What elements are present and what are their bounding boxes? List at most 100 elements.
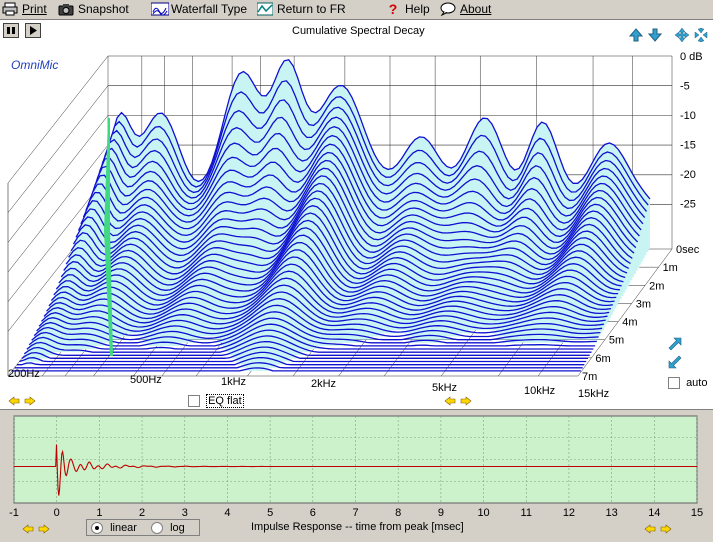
snapshot-label: Snapshot	[78, 2, 129, 16]
auto-checkbox[interactable]: auto	[668, 377, 708, 390]
expand-button[interactable]	[674, 27, 690, 43]
help-icon: ?	[388, 1, 398, 17]
impulse-tick-label: 9	[438, 507, 444, 519]
db-tick-label: -5	[680, 81, 690, 93]
decay-slice-line	[53, 263, 612, 312]
impulse-grid	[13, 416, 698, 503]
impulse-nav-left[interactable]	[22, 523, 50, 535]
return-to-fr-menu[interactable]: Return to FR	[256, 1, 346, 17]
waterfall-type-label: Waterfall Type	[171, 2, 248, 16]
time-tick-label: 6m	[595, 353, 610, 365]
time-tick-label: 3m	[636, 298, 651, 310]
db-tick-label: -25	[680, 199, 696, 211]
impulse-tick-labels: -1 0 1 2 3 4 5 6 7 8 9 10 11 12 13 14 15	[9, 507, 703, 519]
decay-slice-line	[43, 291, 604, 330]
freq-nav-right[interactable]	[444, 395, 472, 407]
left-right-arrows-icon	[22, 524, 50, 534]
impulse-caption: Impulse Response -- time from peak [msec…	[251, 521, 464, 533]
decay-slice-line	[63, 234, 619, 295]
freq-tick-label: 5kHz	[432, 382, 457, 394]
play-button[interactable]	[25, 23, 41, 38]
scroll-down-button[interactable]	[647, 28, 663, 42]
pause-icon	[7, 27, 15, 34]
impulse-tick-label: 12	[563, 507, 575, 519]
log-radio[interactable]: log	[151, 522, 185, 535]
pause-button[interactable]	[3, 23, 19, 38]
decay-slice-line	[38, 304, 601, 338]
print-menu[interactable]: Print	[2, 1, 47, 17]
waterfall-title: Cumulative Spectral Decay	[292, 25, 425, 37]
decay-slice-line	[12, 367, 581, 372]
decay-slice-line	[95, 134, 642, 231]
scroll-up-button[interactable]	[628, 28, 644, 42]
about-menu[interactable]: About	[440, 1, 491, 17]
freq-tick-label: 15kHz	[578, 388, 609, 400]
decay-slice-line	[87, 159, 637, 249]
decay-slice-fill	[39, 305, 601, 337]
left-right-arrows-icon	[444, 396, 472, 406]
impulse-tick-label: 11	[521, 507, 532, 519]
decay-slice-line	[77, 190, 630, 269]
decay-slice-line	[23, 340, 590, 356]
rotate-down-button[interactable]	[668, 355, 682, 369]
log-label: log	[170, 522, 185, 534]
impulse-tick-label: 6	[310, 507, 316, 519]
diagonal-up-arrow-icon	[668, 337, 682, 351]
log-radio-dot[interactable]	[151, 522, 163, 535]
help-menu[interactable]: ? Help	[385, 1, 430, 17]
decay-slice-line	[92, 143, 640, 237]
freq-tick-label: 500Hz	[130, 374, 162, 386]
decay-slice-line	[107, 58, 651, 200]
eq-flat-checkbox-box[interactable]	[188, 395, 200, 408]
left-wall-gridline	[7, 55, 109, 184]
impulse-nav-right[interactable]	[644, 523, 672, 535]
auto-checkbox-box[interactable]	[668, 377, 680, 390]
eq-flat-label: EQ flat	[206, 394, 244, 408]
db-tick-label: 0 dB	[680, 51, 703, 63]
waterfall-type-menu[interactable]: Waterfall Type	[150, 1, 248, 17]
impulse-tick-label: 0	[54, 507, 60, 519]
freq-tick-label: 10kHz	[524, 385, 555, 397]
decay-slice-line	[26, 335, 592, 353]
frequency-response-icon	[256, 2, 274, 16]
snapshot-menu[interactable]: Snapshot	[58, 1, 129, 17]
decay-slice-line	[19, 351, 587, 363]
decay-slice-line	[104, 80, 649, 206]
brand-label: OmniMic	[11, 58, 59, 72]
decay-slice-line	[60, 241, 617, 299]
impulse-trace	[14, 444, 697, 496]
up-arrow-icon	[628, 28, 644, 42]
return-to-fr-label: Return to FR	[277, 2, 346, 16]
rotate-up-button[interactable]	[668, 337, 682, 351]
left-wall-gridline	[7, 115, 109, 243]
about-label: About	[460, 2, 492, 16]
impulse-panel: -1 0 1 2 3 4 5 6 7 8 9 10 11 12 13 14 15 Impulse Respons…	[0, 409, 713, 542]
eq-flat-checkbox[interactable]: EQ flat	[188, 394, 244, 408]
decay-slice-line	[50, 270, 610, 316]
freq-nav-left[interactable]	[8, 395, 36, 407]
camera-icon	[58, 2, 74, 16]
decay-slice-line	[58, 249, 615, 303]
decay-slice-line	[82, 175, 633, 259]
decay-slice-line	[36, 311, 599, 341]
compress-button[interactable]	[694, 27, 708, 43]
decay-slice-line	[99, 116, 646, 219]
decay-slice-line	[68, 219, 622, 287]
decay-slice-line	[75, 197, 628, 274]
decay-slice-line	[41, 298, 603, 334]
diagonal-down-arrow-icon	[668, 355, 682, 369]
linear-radio[interactable]: linear	[91, 522, 137, 535]
decay-slice-line	[31, 323, 596, 347]
db-tick-label: -10	[680, 110, 696, 122]
waterfall-panel: 0 dB -5 -10 -15 -20 -25 0sec 1m 2m 3m 4m 5m 6m 7m 200H…	[0, 19, 713, 410]
time-tick-label: 7m	[582, 371, 597, 383]
auto-label: auto	[686, 377, 708, 389]
scale-radio-group: linear log	[86, 519, 200, 536]
waterfall-icon	[150, 2, 170, 16]
time-tick-label: 1m	[663, 262, 678, 274]
linear-radio-dot[interactable]	[91, 522, 103, 535]
decay-slice-line	[97, 126, 644, 225]
help-label: Help	[405, 2, 430, 16]
decay-slice-line	[28, 329, 594, 350]
decay-slice-line	[48, 277, 608, 321]
